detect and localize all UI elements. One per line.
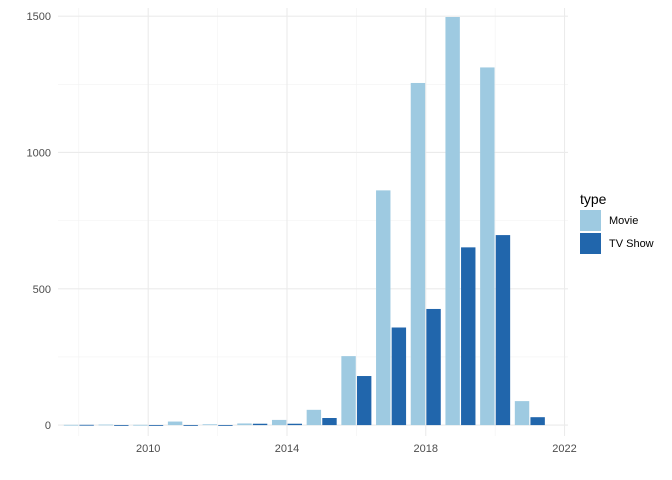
bar-movie-2010	[133, 424, 148, 426]
bar-tv-show-2017	[391, 327, 407, 426]
bar-tv-show-2010	[148, 425, 164, 426]
bar-tv-show-2013	[252, 423, 268, 426]
bar-movie-2020	[480, 67, 495, 426]
bar-tv-show-2011	[183, 425, 198, 426]
bar-tv-show-2009	[114, 425, 129, 426]
bar-tv-show-2015	[322, 418, 337, 426]
bar-movie-2014	[271, 419, 287, 426]
bar-movie-2012	[202, 424, 217, 426]
bar-movie-2018	[410, 82, 426, 426]
bar-tv-show-2014	[287, 423, 302, 426]
axis-tick-labels: 2010 2014 2018 2022 0 500 1000 1500	[27, 11, 577, 455]
x-tick-label: 2010	[136, 443, 160, 455]
legend-label-movie: Movie	[609, 215, 638, 227]
legend-swatch-movie	[580, 210, 601, 231]
bar-movie-2009	[98, 424, 113, 426]
y-tick-label: 500	[33, 284, 51, 296]
bars	[63, 16, 545, 426]
x-tick-label: 2018	[414, 443, 438, 455]
x-tick-label: 2014	[275, 443, 299, 455]
bar-movie-2021	[514, 401, 530, 426]
bar-tv-show-2020	[495, 235, 511, 426]
bar-movie-2019	[445, 16, 460, 426]
bar-tv-show-2016	[356, 376, 372, 426]
y-tick-label: 0	[45, 420, 51, 432]
bar-movie-2016	[341, 356, 356, 426]
bar-tv-show-2008	[79, 424, 94, 426]
bar-movie-2015	[306, 409, 322, 426]
bar-movie-2008	[63, 424, 79, 426]
bar-tv-show-2021	[530, 417, 545, 426]
y-tick-label: 1500	[27, 11, 51, 23]
legend-label-tv-show: TV Show	[609, 238, 654, 250]
bar-movie-2013	[237, 423, 252, 426]
bar-movie-2017	[376, 190, 391, 426]
bar-tv-show-2012	[218, 425, 233, 426]
bar-movie-2011	[167, 421, 183, 426]
legend-title: type	[580, 191, 607, 207]
legend-swatch-tv-show	[580, 233, 601, 254]
bar-tv-show-2018	[426, 308, 441, 426]
x-tick-label: 2022	[552, 443, 576, 455]
y-tick-label: 1000	[27, 147, 51, 159]
legend: type Movie TV Show	[580, 191, 654, 254]
bar-tv-show-2019	[461, 247, 476, 426]
